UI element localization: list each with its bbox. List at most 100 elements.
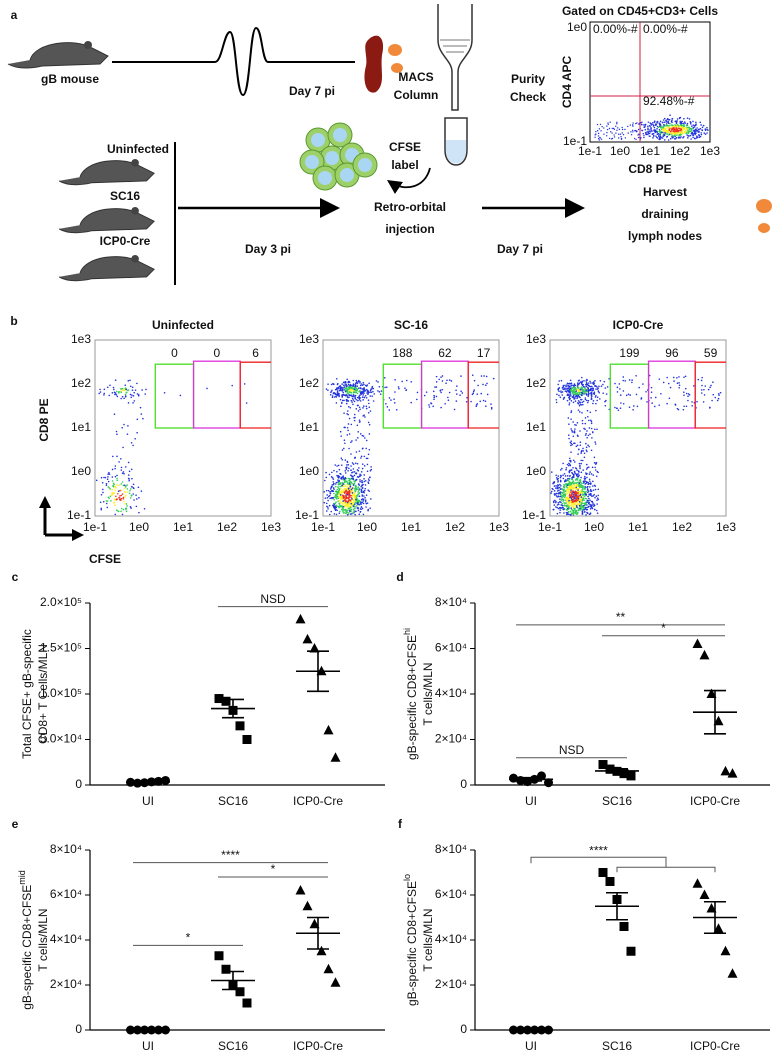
cell-dot xyxy=(121,513,124,516)
cell-dot xyxy=(594,469,597,471)
cell-dot xyxy=(568,493,571,496)
cell-dot xyxy=(351,440,353,442)
cell-dot xyxy=(564,493,567,495)
cell-dot xyxy=(577,497,580,500)
cell-dot xyxy=(662,128,664,130)
cell-dot xyxy=(350,394,353,397)
cell-dot xyxy=(557,495,560,498)
cell-dot xyxy=(675,136,678,139)
cell-dot xyxy=(122,497,125,500)
cell-dot xyxy=(349,506,352,509)
cell-dot xyxy=(367,421,370,424)
cell-dot xyxy=(687,393,690,395)
cell-dot xyxy=(579,507,581,510)
cell-dot xyxy=(350,391,353,394)
cell-dot xyxy=(673,127,676,129)
cell-dot xyxy=(573,499,576,502)
cell-dot xyxy=(335,508,337,511)
label: Harvest xyxy=(643,185,687,199)
cell-dot xyxy=(700,133,703,136)
cell-dot xyxy=(362,394,365,396)
cell-dot xyxy=(580,393,583,396)
cell-dot xyxy=(696,400,698,403)
cell-dot xyxy=(590,392,593,395)
x-tick-label: 1e2 xyxy=(670,144,690,158)
cell-dot xyxy=(635,393,638,396)
cell-dot xyxy=(581,419,584,422)
x-tick-label: 1e0 xyxy=(584,520,604,534)
cell-dot xyxy=(121,395,124,398)
cell-dot xyxy=(574,506,576,508)
cell-dot xyxy=(114,475,117,478)
cell-dot xyxy=(328,473,331,476)
cell-dot xyxy=(688,135,690,137)
cell-dot xyxy=(574,467,577,469)
cell-dot xyxy=(627,132,629,134)
cell-dot xyxy=(562,462,564,465)
cell-dot xyxy=(480,392,483,395)
cell-dot xyxy=(578,392,581,395)
y-tick-label: 1e1 xyxy=(71,420,91,434)
data-point xyxy=(706,903,717,913)
cell-dot xyxy=(582,497,585,499)
cell-dot xyxy=(589,480,591,482)
cell-dot xyxy=(591,431,594,434)
cell-dot xyxy=(578,474,580,477)
cell-dot xyxy=(568,423,570,425)
label: lymph nodes xyxy=(628,229,702,243)
cell-dot xyxy=(564,490,567,492)
sem-bar xyxy=(307,650,329,693)
cell-dot xyxy=(341,495,343,498)
cell-dot xyxy=(706,132,708,134)
cell-dot xyxy=(566,463,569,466)
cell-dot xyxy=(323,501,326,504)
cell-dot xyxy=(333,488,335,490)
cell-dot xyxy=(342,393,345,396)
cell-dot xyxy=(565,502,568,504)
significance-label: **** xyxy=(589,843,608,857)
cell-dot xyxy=(100,508,103,511)
cell-dot xyxy=(569,459,572,462)
cell-dot xyxy=(346,488,349,491)
cell-dot xyxy=(340,457,343,459)
cell-dot xyxy=(344,488,346,491)
cell-dot xyxy=(368,433,371,435)
cell-dot xyxy=(593,393,596,395)
cell-dot xyxy=(560,507,562,510)
cell-dot xyxy=(343,381,345,383)
cell-dot xyxy=(116,390,118,393)
cell-dot xyxy=(664,127,667,130)
cell-dot xyxy=(352,403,354,406)
cell-dot xyxy=(362,407,364,409)
cell-dot xyxy=(678,376,680,378)
cell-dot xyxy=(578,490,581,493)
cell-dot xyxy=(579,494,581,497)
label: CFSE xyxy=(389,140,421,154)
cell-dot xyxy=(435,386,438,388)
cell-dot xyxy=(598,128,601,130)
cell-dot xyxy=(129,379,131,382)
cell-dot xyxy=(625,394,628,397)
cell-dot xyxy=(583,504,585,507)
cell-dot xyxy=(144,393,147,395)
cell-dot xyxy=(617,409,620,412)
cell-dot xyxy=(576,506,578,508)
cell-dot xyxy=(667,122,670,124)
cell-dot xyxy=(327,495,330,498)
cell-dot xyxy=(596,509,598,512)
cell-dot xyxy=(658,122,661,125)
cell-dot xyxy=(125,494,127,497)
cell-dot xyxy=(131,394,133,396)
cell-dot xyxy=(580,507,582,510)
cell-dot xyxy=(127,380,130,382)
cell-dot xyxy=(342,478,345,481)
cell-dot xyxy=(122,496,125,499)
cell-dot xyxy=(594,496,596,499)
cell-dot xyxy=(364,500,367,503)
cell-dot xyxy=(565,391,568,393)
sem-bar xyxy=(137,780,159,784)
cell-dot xyxy=(678,382,680,384)
cell-dot xyxy=(593,462,596,464)
cell-dot xyxy=(338,493,340,495)
cell-dot xyxy=(338,479,340,482)
